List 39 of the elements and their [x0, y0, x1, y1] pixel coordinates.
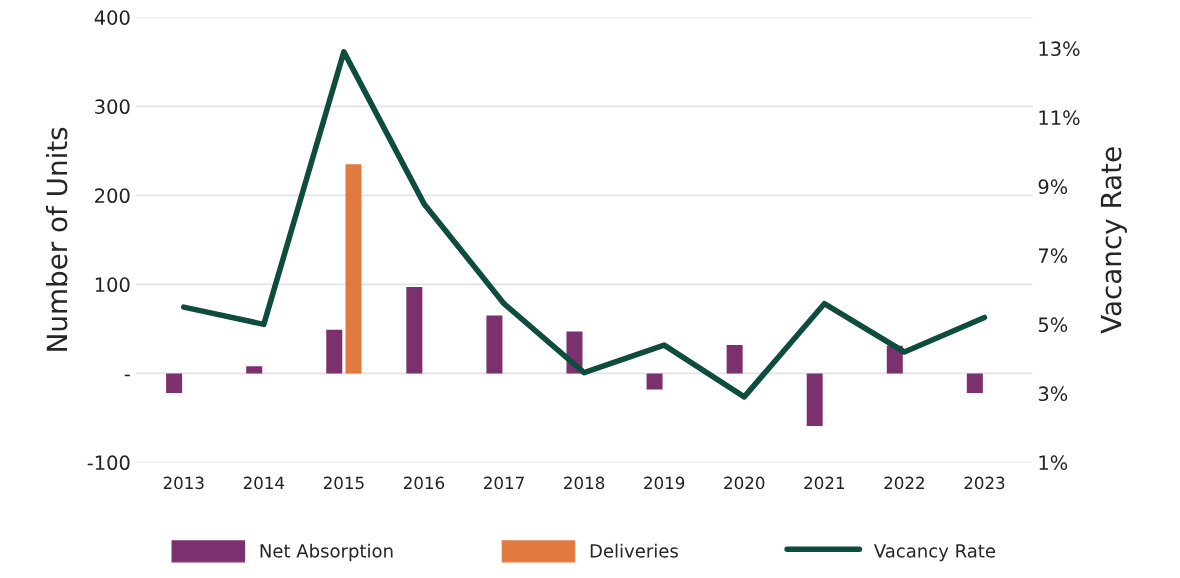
x-tick-label: 2017 — [484, 476, 524, 490]
x-tick-label: 2023 — [964, 476, 1005, 490]
y-tick-label: 200 — [95, 188, 130, 204]
y2-axis-title: Vacancy Rate — [1100, 147, 1127, 334]
bar — [806, 373, 823, 426]
bar — [966, 373, 983, 393]
y2-tick-label: 9% — [1038, 179, 1068, 195]
y2-tick-label: 13% — [1039, 41, 1080, 57]
bar — [326, 329, 343, 374]
y2-tick-label: 3% — [1038, 386, 1068, 402]
y-tick-label: 400 — [94, 10, 130, 25]
x-tick-label: 2014 — [243, 476, 285, 490]
bar — [486, 315, 503, 374]
y-tick-label: -100 — [87, 455, 130, 471]
x-tick-label: 2021 — [804, 476, 844, 490]
x-tick-label: 2019 — [644, 476, 685, 490]
y-tick-label: 300 — [95, 99, 130, 115]
bar — [246, 366, 263, 374]
x-tick-label: 2016 — [403, 476, 445, 490]
legend-label: Vacancy Rate — [873, 544, 996, 562]
x-tick-label: 2020 — [724, 476, 765, 490]
y2-tick-label: 1% — [1039, 455, 1068, 471]
x-tick-label: 2018 — [564, 476, 605, 490]
bar — [646, 373, 663, 390]
legend-label: Deliveries — [590, 543, 678, 558]
bar — [166, 373, 183, 393]
y2-tick-label: 11% — [1039, 110, 1080, 126]
y-axis-title: Number of Units — [45, 127, 68, 351]
bar — [406, 287, 423, 374]
y-tick-label: 100 — [95, 277, 130, 293]
y2-tick-label: 5% — [1038, 317, 1068, 333]
bar — [726, 344, 743, 374]
bar — [345, 164, 362, 374]
x-tick-label: 2013 — [163, 476, 204, 490]
x-tick-label: 2015 — [323, 476, 364, 490]
x-tick-label: 2022 — [884, 476, 924, 490]
y2-tick-label: 7% — [1038, 248, 1068, 264]
legend-label: Net Absorption — [260, 543, 393, 562]
y-tick-label: - — [124, 374, 130, 377]
